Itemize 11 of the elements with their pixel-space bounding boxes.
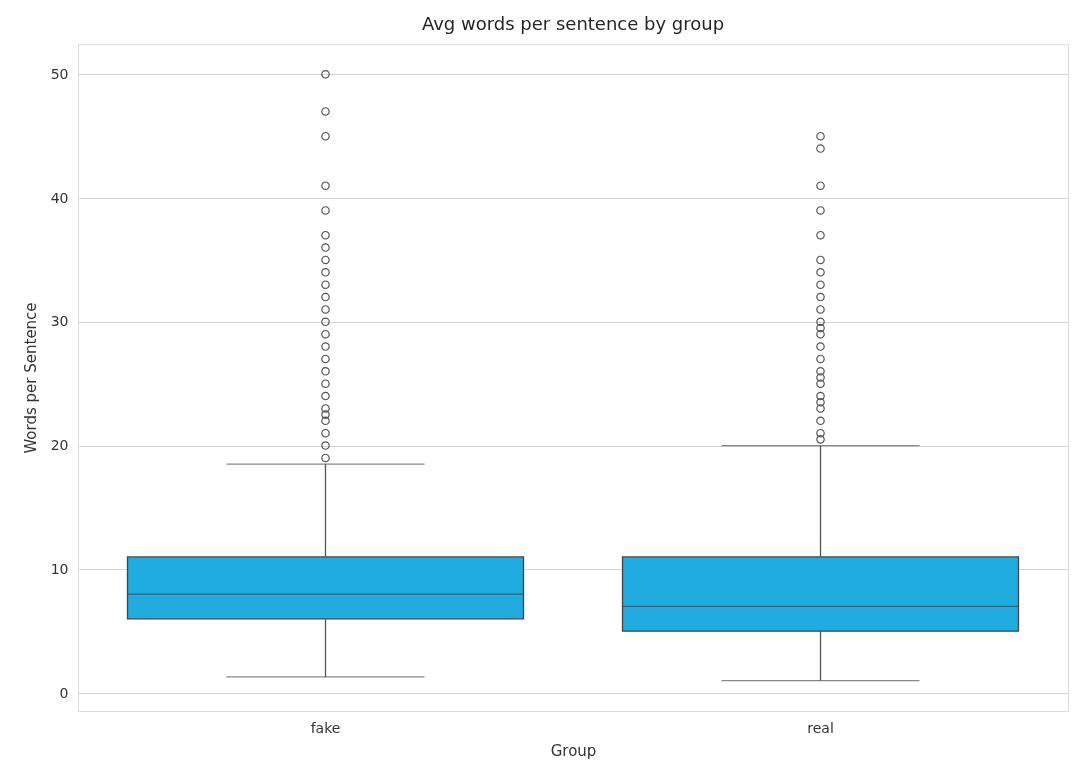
- y-tick-label: 50: [50, 65, 69, 82]
- y-tick-label: 20: [50, 437, 69, 454]
- y-tick-label: 0: [59, 684, 69, 701]
- y-axis-title: Words per Sentence: [21, 302, 40, 454]
- chart-title: Avg words per sentence by group: [421, 13, 725, 34]
- x-tick-label: real: [807, 719, 834, 736]
- x-axis-title: Group: [550, 741, 597, 760]
- x-tick-label: fake: [310, 719, 341, 736]
- y-tick-label: 30: [50, 313, 69, 330]
- y-tick-label: 40: [50, 189, 69, 206]
- y-tick-label: 10: [50, 560, 69, 577]
